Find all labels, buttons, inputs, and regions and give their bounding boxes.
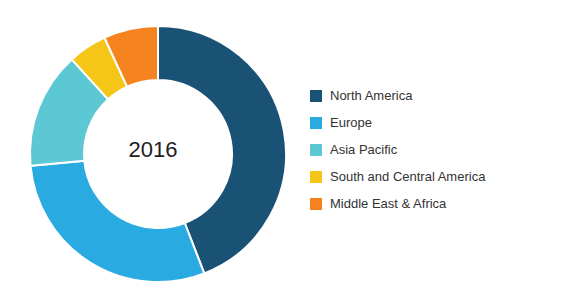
html-text:Middle East & Africa: Middle East & Africa [330,196,447,211]
html-text:South and Central America: South and Central America [330,169,486,184]
svg-text:2016: 2016 [129,137,178,162]
html-text:Europe: Europe [330,115,372,130]
html-text:Asia Pacific: Asia Pacific [330,142,398,157]
html-text:North America: North America [330,88,413,103]
